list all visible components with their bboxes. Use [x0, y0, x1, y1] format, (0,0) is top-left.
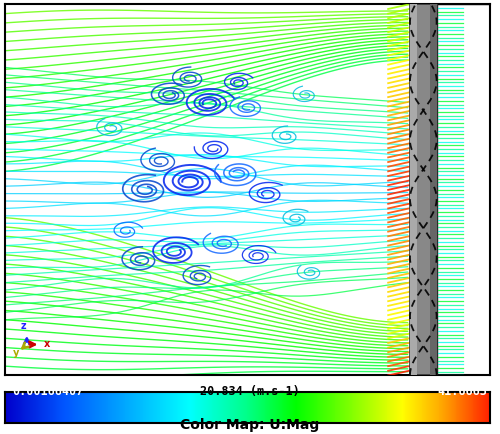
Text: Color Map: U:Mag: Color Map: U:Mag: [180, 418, 320, 432]
Bar: [410, 4, 416, 375]
Bar: [430, 4, 436, 375]
Text: y: y: [13, 348, 20, 358]
Text: 20.834 (m.s-1): 20.834 (m.s-1): [200, 385, 300, 398]
Bar: [436, 4, 490, 375]
Text: z: z: [21, 321, 26, 331]
Bar: [410, 4, 436, 375]
Text: 0.00166407: 0.00166407: [12, 385, 84, 398]
Text: x: x: [44, 339, 51, 349]
Text: 41.6663: 41.6663: [438, 385, 488, 398]
